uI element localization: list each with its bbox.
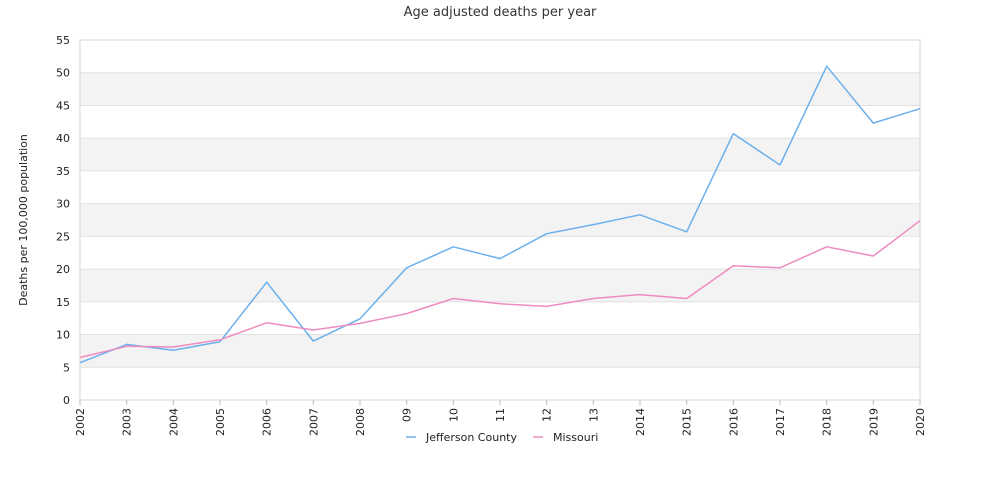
y-tick-label: 55 [56,34,70,47]
x-tick-label: 2017 [774,408,787,436]
x-tick-label: 2018 [821,408,834,436]
x-tick-label: 13 [587,408,600,422]
series-line-missouri [79,220,921,359]
grid-bands [80,72,920,368]
y-tick-label: 20 [56,263,70,276]
series-line-jefferson-county [79,65,921,364]
y-tick-label: 40 [56,132,70,145]
x-tick-label: 12 [541,408,554,422]
x-tick-label: 2015 [681,408,694,436]
y-tick-label: 5 [63,361,70,374]
x-tick-label: 2007 [307,408,320,436]
x-tick-label: 11 [494,408,507,422]
grid-band [80,203,920,237]
x-tick-label: 10 [447,408,460,422]
grid-band [80,72,920,106]
x-tick-label: 09 [401,408,414,422]
y-tick-label: 35 [56,165,70,178]
y-tick-label: 30 [56,198,70,211]
legend-label: Jefferson County [425,431,517,444]
y-tick-label: 50 [56,67,70,80]
legend-item[interactable]: Jefferson County [406,431,517,444]
y-axis-ticks: 0 5 10 15 20 25 30 35 40 45 50 55 [56,34,70,407]
y-tick-label: 25 [56,230,70,243]
x-tick-label: 2004 [167,408,180,436]
x-tick-label: 2008 [354,408,367,436]
grid-band [80,138,920,171]
chart-title: Age adjusted deaths per year [404,5,597,20]
x-tick-label: 2005 [214,408,227,436]
series-lines [79,65,921,364]
x-tick-label: 2006 [261,408,274,436]
x-tick-label: 2014 [634,408,647,436]
y-tick-label: 45 [56,99,70,112]
grid-band [80,269,920,302]
y-tick-label: 10 [56,329,70,342]
x-tick-label: 2020 [914,408,927,436]
y-tick-label: 15 [56,296,70,309]
y-axis-label: Deaths per 100,000 population [17,134,30,306]
x-axis-ticks: 2002 2003 2004 2005 2006 2007 2008 09 10 11 12 13 20… [74,400,927,436]
x-tick-label: 2003 [121,408,134,436]
x-tick-label: 2019 [867,408,880,436]
legend-item[interactable]: Missouri [533,431,598,444]
y-tick-label: 0 [63,394,70,407]
x-tick-label: 2016 [727,408,740,436]
legend-label: Missouri [553,431,598,444]
x-tick-label: 2002 [74,408,87,436]
legend: Jefferson County Missouri [406,431,598,444]
grid-band [80,334,920,368]
